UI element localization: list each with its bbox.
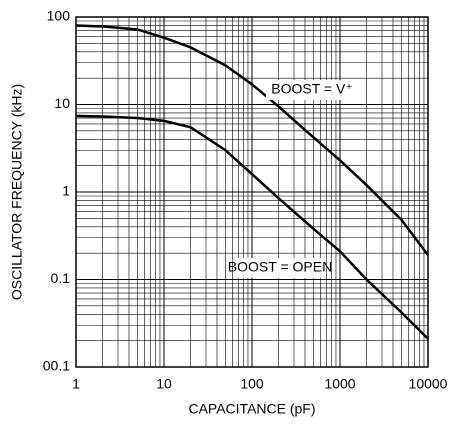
y-tick-label: 100 xyxy=(47,8,71,24)
x-tick-label: 100 xyxy=(240,376,264,392)
series-label: BOOST = V⁺ xyxy=(271,81,352,97)
series-label-bg xyxy=(266,80,358,100)
x-tick-label: 1000 xyxy=(324,376,355,392)
x-tick-label: 10000 xyxy=(409,376,448,392)
x-axis-label: CAPACITANCE (pF) xyxy=(188,401,315,417)
y-tick-label: 0.1 xyxy=(51,270,71,286)
y-tick-label: 10 xyxy=(54,95,70,111)
y-tick-label: 1 xyxy=(62,183,70,199)
series-line xyxy=(75,114,429,340)
y-axis-label: OSCILLATOR FREQUENCY (kHz) xyxy=(9,84,25,300)
x-tick-label: 1 xyxy=(72,376,80,392)
plot-frame xyxy=(75,16,429,368)
series-label-bg xyxy=(234,258,326,278)
series-line xyxy=(75,24,429,256)
x-tick-label: 10 xyxy=(156,376,172,392)
y-tick-label: 00.1 xyxy=(43,358,70,374)
series-label: BOOST = OPEN xyxy=(228,259,332,275)
